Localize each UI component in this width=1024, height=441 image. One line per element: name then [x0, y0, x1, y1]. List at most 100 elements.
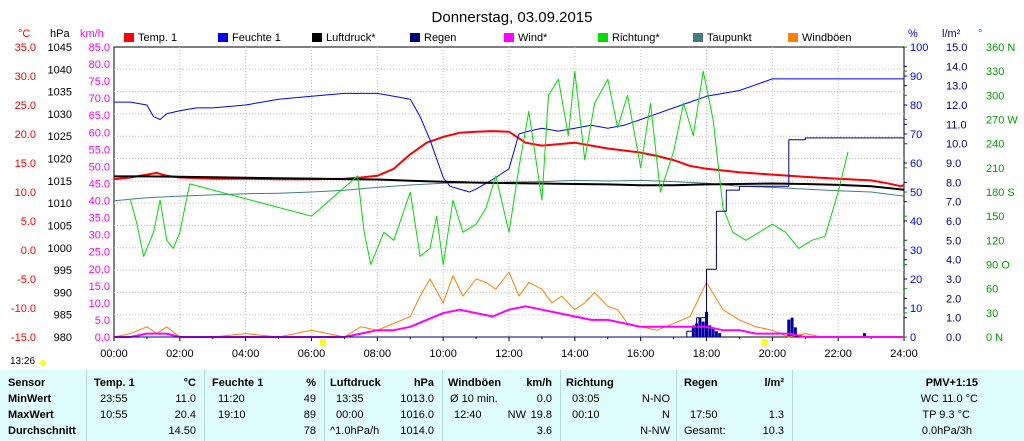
- kmh-tick: 35.0: [89, 213, 110, 225]
- kmh-tick: 10.0: [89, 298, 110, 310]
- dir-tick: 120: [986, 235, 1004, 247]
- x-tick-label: 20:00: [759, 348, 787, 360]
- max-gust-dir: NW: [507, 409, 526, 421]
- legend-label-0: Temp. 1: [138, 32, 177, 44]
- temp-tick: 25.0: [15, 100, 36, 112]
- dir-tick: 300: [986, 90, 1004, 102]
- stats-col-sensor: Sensor MinWert MaxWert Durchschnitt: [0, 370, 87, 441]
- max-gust-val: 19.8: [530, 409, 552, 421]
- stats-col-pmv: PMV+1:15 WC 11.0 °C TP 9.3 °C 0.0hPa/3h: [792, 370, 1024, 441]
- x-tick-label: 16:00: [627, 348, 655, 360]
- rain-tick: 14.0: [946, 61, 967, 73]
- dir-unit-label: °: [978, 28, 982, 40]
- rain-tick: 1.0: [946, 313, 961, 325]
- stats-col-temp: Temp. 1 °C 23:55 11.0 10:55 20.4 14.50: [86, 370, 205, 441]
- current-time: 13:26: [10, 356, 36, 367]
- rain-bar: [714, 331, 718, 337]
- x-tick-label: 12:00: [495, 348, 523, 360]
- rain-bar: [863, 333, 866, 337]
- legend-swatch-7: [788, 33, 798, 42]
- hdr-press-unit: hPa: [413, 377, 434, 389]
- rain-bar: [790, 317, 794, 337]
- legend-swatch-4: [504, 33, 514, 42]
- rain-tick: 2.0: [946, 293, 961, 305]
- weather-chart: Donnerstag, 03.09.2015 Temp. 1 Feuchte 1 L…: [11, 9, 1018, 360]
- hpa-tick: 1020: [48, 154, 72, 166]
- kmh-tick: 5.0: [95, 315, 110, 327]
- legend-label-2: Luftdruck*: [326, 32, 376, 44]
- hpa-tick: 1025: [48, 131, 72, 143]
- dir-tick: 330: [986, 66, 1004, 78]
- kmh-tick: 45.0: [89, 178, 110, 190]
- min-press-val: 1013.0: [400, 393, 434, 405]
- dir-tick: 150: [986, 211, 1004, 223]
- pmv-tp: TP 9.3 °C: [922, 409, 970, 421]
- hpa-tick: 1010: [48, 198, 72, 210]
- avg-dir-val: N-NW: [640, 425, 670, 437]
- legend-label-3: Regen: [424, 32, 456, 44]
- pmv-wc: WC 11.0 °C: [920, 393, 978, 405]
- rain-bar: [705, 311, 708, 337]
- kmh-tick: 85.0: [89, 42, 110, 54]
- kmh-tick: 0.0: [95, 332, 110, 344]
- hdr-gust-unit: km/h: [526, 377, 552, 389]
- pct-unit-label: %: [908, 28, 918, 40]
- legend-label-4: Wind*: [518, 32, 548, 44]
- legend: Temp. 1 Feuchte 1 Luftdruck* Regen Wind* Rich…: [124, 32, 852, 44]
- pct-tick: 70: [910, 129, 922, 141]
- pct-tick: 0: [910, 332, 916, 344]
- legend-swatch-2: [312, 33, 322, 42]
- series-line-4: [130, 70, 849, 265]
- now-marker: [320, 339, 326, 345]
- x-tick-label: 04:00: [232, 348, 260, 360]
- legend-swatch-3: [410, 33, 420, 42]
- hpa-tick: 1015: [48, 176, 72, 188]
- min-temp-val: 11.0: [175, 393, 196, 405]
- x-axis: 00:00 02:00 04:00 06:00 08:00 10:00 12:00 14:00…: [100, 337, 918, 360]
- temp-tick: -10.0: [11, 303, 36, 315]
- temp-tick: 0.0: [21, 245, 36, 257]
- kmh-unit-label: km/h: [80, 28, 104, 40]
- hdr-rain: Regen: [684, 377, 718, 389]
- series-line-0: [113, 130, 905, 188]
- min-dir-val: N-NO: [641, 393, 670, 405]
- max-gust-time: 12:40: [454, 409, 482, 421]
- stats-col-gust: Windböen km/h Ø 10 min. 0.0 12:40 NW 19.…: [442, 370, 561, 441]
- rain-tick: 10.0: [946, 139, 967, 151]
- hpa-tick: 1000: [48, 243, 72, 255]
- rain-bar: [787, 319, 791, 337]
- kmh-tick: 40.0: [89, 196, 110, 208]
- kmh-tick: 30.0: [89, 230, 110, 242]
- series-line-5: [113, 271, 904, 338]
- temp-tick: 30.0: [15, 71, 36, 83]
- dir-tick: 270 W: [986, 115, 1018, 127]
- axis-unit-labels: °C hPa km/h % l/m² °: [18, 28, 982, 40]
- legend-label-5: Richtung*: [612, 32, 660, 44]
- total-rain-label: Gesamt:: [684, 425, 726, 437]
- rain-tick: 11.0: [946, 119, 967, 131]
- pct-tick: 90: [910, 71, 922, 83]
- rain-bar: [711, 327, 715, 337]
- kmh-tick: 80.0: [89, 59, 110, 71]
- hpa-tick: 1045: [48, 42, 72, 54]
- avg-gust-val: 3.6: [536, 425, 552, 437]
- max-hum-time: 19:10: [218, 409, 246, 421]
- rain-tick: 4.0: [946, 255, 961, 267]
- dir-tick: 0 N: [986, 332, 1003, 344]
- rain-tick: 13.0: [946, 81, 967, 93]
- dir-tick: 240: [986, 139, 1004, 151]
- hpa-tick: 995: [54, 265, 72, 277]
- kmh-tick: 75.0: [89, 76, 110, 88]
- pct-tick: 80: [910, 100, 922, 112]
- dir-tick: 90 O: [986, 260, 1010, 272]
- hdr-rain-unit: l/m²: [764, 377, 784, 389]
- hpa-tick: 990: [54, 287, 72, 299]
- x-tick-label: 10:00: [429, 348, 457, 360]
- row-max-label: MaxWert: [8, 409, 54, 421]
- max-temp-time: 10:55: [100, 409, 128, 421]
- dir-tick: 360 N: [986, 42, 1015, 54]
- chart-title: Donnerstag, 03.09.2015: [432, 9, 593, 26]
- hpa-tick: 1040: [48, 64, 72, 76]
- rain-tick: 15.0: [946, 42, 967, 54]
- min-gust-label: Ø 10 min.: [450, 393, 498, 405]
